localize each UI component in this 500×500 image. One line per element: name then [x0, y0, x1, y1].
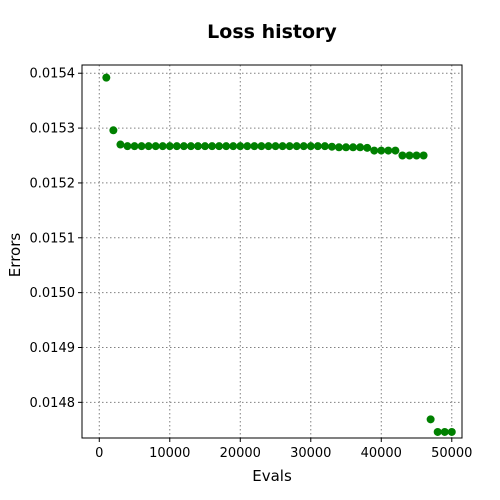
data-point	[334, 143, 343, 152]
data-point	[151, 142, 160, 151]
data-point	[215, 142, 224, 151]
data-point	[193, 142, 202, 151]
grid-layer	[82, 65, 462, 438]
data-point	[144, 142, 153, 151]
data-point	[377, 146, 386, 155]
data-point	[342, 143, 351, 152]
data-point	[370, 146, 379, 155]
data-point	[327, 142, 336, 151]
data-point	[398, 151, 407, 160]
data-point	[356, 143, 365, 152]
data-point	[306, 142, 315, 151]
data-point	[292, 142, 301, 151]
x-tick-label: 30000	[290, 446, 331, 461]
plot-frame	[81, 64, 463, 439]
x-tick-label: 20000	[220, 446, 261, 461]
data-point	[412, 151, 421, 160]
data-point	[391, 146, 400, 155]
y-axis-label: Errors	[6, 233, 24, 278]
data-point	[384, 146, 393, 155]
data-point	[158, 142, 167, 151]
data-point	[285, 142, 294, 151]
data-point	[250, 142, 259, 151]
data-point	[419, 151, 428, 160]
data-point	[320, 142, 329, 151]
data-point	[440, 427, 449, 436]
data-point	[447, 427, 456, 436]
y-tick-label: 0.0150	[30, 286, 76, 301]
x-axis-label: Evals	[252, 467, 292, 485]
data-point	[102, 73, 111, 82]
data-point	[186, 142, 195, 151]
x-tick-label: 10000	[149, 446, 190, 461]
data-point	[165, 142, 174, 151]
data-point	[172, 142, 181, 151]
data-point	[109, 126, 118, 135]
data-point	[363, 143, 372, 152]
data-point	[236, 142, 245, 151]
y-tick-label: 0.0148	[30, 396, 76, 411]
data-point	[264, 142, 273, 151]
data-point	[426, 415, 435, 424]
y-tick-label: 0.0149	[30, 341, 76, 356]
data-point	[179, 142, 188, 151]
data-point	[243, 142, 252, 151]
x-tick-label: 0	[95, 446, 103, 461]
point-layer	[102, 73, 456, 436]
data-point	[299, 142, 308, 151]
x-tick-label: 40000	[361, 446, 402, 461]
data-point	[208, 142, 217, 151]
data-point	[313, 142, 322, 151]
x-tick-label: 50000	[431, 446, 472, 461]
data-point	[271, 142, 280, 151]
data-point	[123, 142, 132, 151]
data-point	[257, 142, 266, 151]
data-point	[405, 151, 414, 160]
y-tick-label: 0.0152	[30, 176, 76, 191]
data-point	[278, 142, 287, 151]
data-point	[130, 142, 139, 151]
data-point	[201, 142, 210, 151]
chart-title: Loss history	[207, 21, 337, 43]
y-tick-label: 0.0153	[30, 122, 76, 137]
y-tick-label: 0.0151	[30, 231, 76, 246]
tick-layer: 0 10000 20000 30000 40000 50000 0.0148 0.0149 0.…	[30, 67, 473, 461]
data-point	[137, 142, 146, 151]
data-point	[229, 142, 238, 151]
data-point	[222, 142, 231, 151]
data-point	[433, 427, 442, 436]
data-point	[349, 143, 358, 152]
data-point	[116, 140, 125, 149]
y-tick-label: 0.0154	[30, 67, 76, 82]
